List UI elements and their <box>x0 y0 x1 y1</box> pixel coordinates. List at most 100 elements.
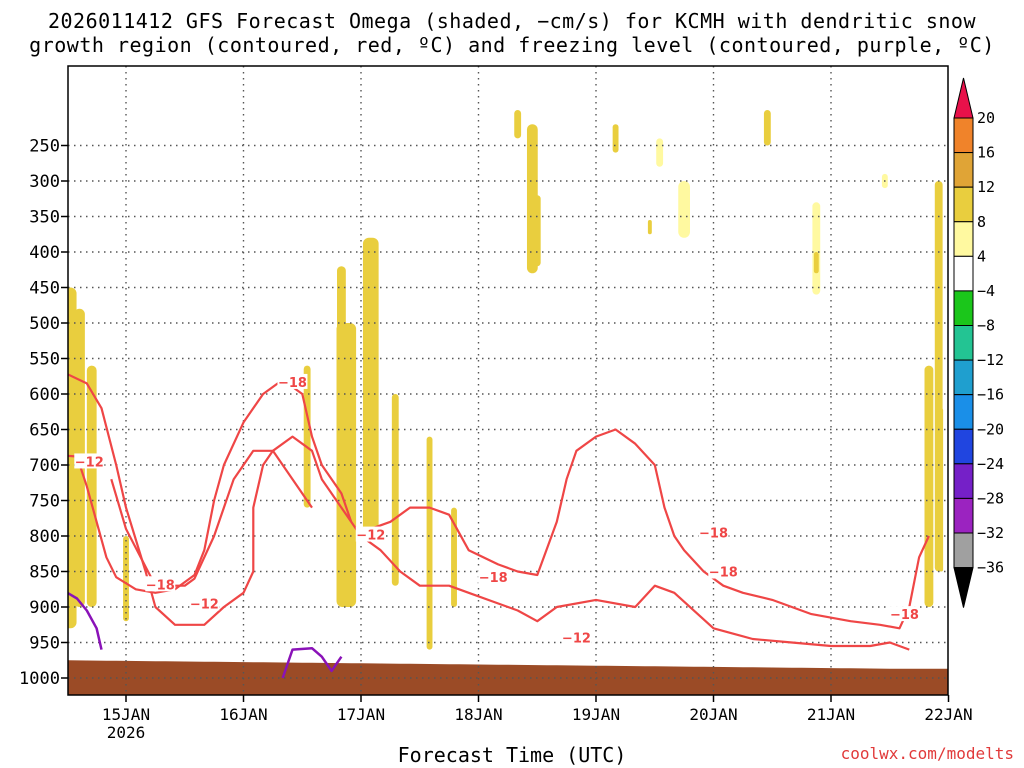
ground-surface <box>68 660 948 695</box>
x-tick-label-22JAN: 22JAN <box>924 705 972 724</box>
contour-label-7: −18 <box>699 526 728 541</box>
dgz-contour-minus18-inner <box>110 449 313 587</box>
x-axis-title: Forecast Time (UTC) <box>397 743 627 767</box>
y-tick-label-400: 400 <box>29 243 60 263</box>
omega-shade-35 <box>647 131 662 366</box>
contour-label-5: −18 <box>479 571 508 586</box>
colorbar-label-7: −12 <box>977 351 1004 369</box>
colorbar-segment-7 <box>953 325 974 361</box>
omega-shade-6 <box>175 166 184 267</box>
colorbar-label-2: 12 <box>977 178 995 196</box>
y-tick-label-700: 700 <box>29 456 60 476</box>
omega-shade-5 <box>136 159 145 267</box>
omega-shade-3 <box>86 365 97 607</box>
colorbar-label-1: 16 <box>977 144 995 162</box>
colorbar-label-13: −36 <box>977 559 1004 577</box>
chart-title-line-2: growth region (contoured, red, ºC) and f… <box>29 33 995 57</box>
colorbar-segment-11 <box>953 463 974 499</box>
freezing-level-contour-mid <box>281 646 343 679</box>
omega-shade-43 <box>797 131 806 466</box>
colorbar-segment-1 <box>953 117 974 154</box>
y-tick-label-600: 600 <box>29 385 60 405</box>
plot-area: −12 −18 −12 −18 −12 −18 −12 −18 −18 −18 <box>68 66 948 695</box>
y-tick-label-550: 550 <box>29 350 60 370</box>
omega-shade-21 <box>391 394 399 586</box>
colorbar-label-0: 20 <box>977 109 995 127</box>
colorbar-label-10: −24 <box>977 455 1004 473</box>
colorbar-label-4: 4 <box>977 247 986 265</box>
contour-label-4: −12 <box>356 529 385 544</box>
x-tick-label-20JAN: 20JAN <box>689 705 737 724</box>
colorbar: 20 16 12 8 4 −4 −8 −12 −16 −20 −24 −28 −32 −36 <box>953 77 1004 608</box>
omega-shade-41 <box>729 181 737 267</box>
x-tick-label-16JAN: 16JAN <box>219 705 267 724</box>
x-tick-label-19JAN: 19JAN <box>572 705 620 724</box>
colorbar-label-8: −16 <box>977 386 1004 404</box>
omega-shade-17 <box>363 110 379 139</box>
colorbar-segment-8 <box>953 359 974 396</box>
colorbar-label-9: −20 <box>977 420 1004 438</box>
y-tick-label-450: 450 <box>29 279 60 299</box>
x-tick-label-18JAN: 18JAN <box>454 705 502 724</box>
y-tick-label-350: 350 <box>29 208 60 228</box>
omega-shade-50 <box>896 131 903 302</box>
y-tick-label-250: 250 <box>29 137 60 157</box>
colorbar-segment-2 <box>953 152 974 188</box>
omega-shade-24 <box>427 479 432 643</box>
x-tick-label-21JAN: 21JAN <box>807 705 855 724</box>
colorbar-label-3: 8 <box>977 213 986 231</box>
y-tick-label-650: 650 <box>29 421 60 441</box>
source-credit: coolwx.com/modelts <box>840 744 1014 763</box>
omega-shade-42 <box>763 110 771 146</box>
omega-shade-30 <box>533 195 541 267</box>
x-tick-label-15JAN: 15JAN <box>102 705 150 724</box>
colorbar-label-11: −28 <box>977 489 1004 507</box>
omega-shade-40 <box>703 110 714 139</box>
plot-frame <box>67 65 949 696</box>
colorbar-label-6: −8 <box>977 317 995 335</box>
omega-shade-9 <box>254 152 263 309</box>
colorbar-segment-5 <box>953 255 974 292</box>
omega-shade-38 <box>656 138 664 167</box>
contour-label-2: −12 <box>190 597 219 612</box>
omega-shade-37 <box>678 181 690 238</box>
omega-shade-39 <box>647 220 652 235</box>
omega-shade-47 <box>846 181 855 394</box>
omega-shade-22 <box>426 181 433 288</box>
colorbar-segment-4 <box>953 221 974 257</box>
omega-shade-33 <box>592 252 600 572</box>
x-tick-label-17JAN: 17JAN <box>337 705 385 724</box>
colorbar-segment-13 <box>953 532 974 569</box>
contour-label-8: −18 <box>709 566 738 581</box>
y-tick-label-850: 850 <box>29 563 60 583</box>
y-tick-label-800: 800 <box>29 527 60 547</box>
dgz-contour-minus18-left <box>68 378 353 594</box>
omega-shade-28 <box>514 110 522 139</box>
colorbar-segment-3 <box>953 186 974 223</box>
omega-shade-11 <box>303 365 311 508</box>
omega-shade-2 <box>68 550 77 593</box>
omega-shade-53 <box>939 408 944 572</box>
omega-shade-34 <box>612 124 619 153</box>
colorbar-segment-10 <box>953 428 974 465</box>
colorbar-bottom-triangle <box>953 567 974 608</box>
chart-title-line-1: 2026011412 GFS Forecast Omega (shaded, −… <box>47 9 977 33</box>
colorbar-segment-9 <box>953 394 974 430</box>
contour-label-6: −12 <box>562 632 591 647</box>
colorbar-segment-12 <box>953 497 974 534</box>
omega-shade-32 <box>578 124 585 267</box>
y-tick-label-500: 500 <box>29 314 60 334</box>
colorbar-top-triangle <box>953 77 974 119</box>
contour-label-9: −18 <box>890 608 919 623</box>
omega-shade-4 <box>123 536 129 622</box>
colorbar-label-5: −4 <box>977 282 995 300</box>
omega-shade-31 <box>543 195 551 394</box>
y-tick-label-1000: 1000 <box>19 669 60 689</box>
omega-shade-12 <box>328 195 335 274</box>
colorbar-label-12: −32 <box>977 524 1004 542</box>
dgz-contour-minus18-right <box>370 428 930 630</box>
omega-shade-25 <box>451 507 457 607</box>
contour-label-0: −12 <box>75 455 104 470</box>
omega-shade-20 <box>387 181 394 323</box>
